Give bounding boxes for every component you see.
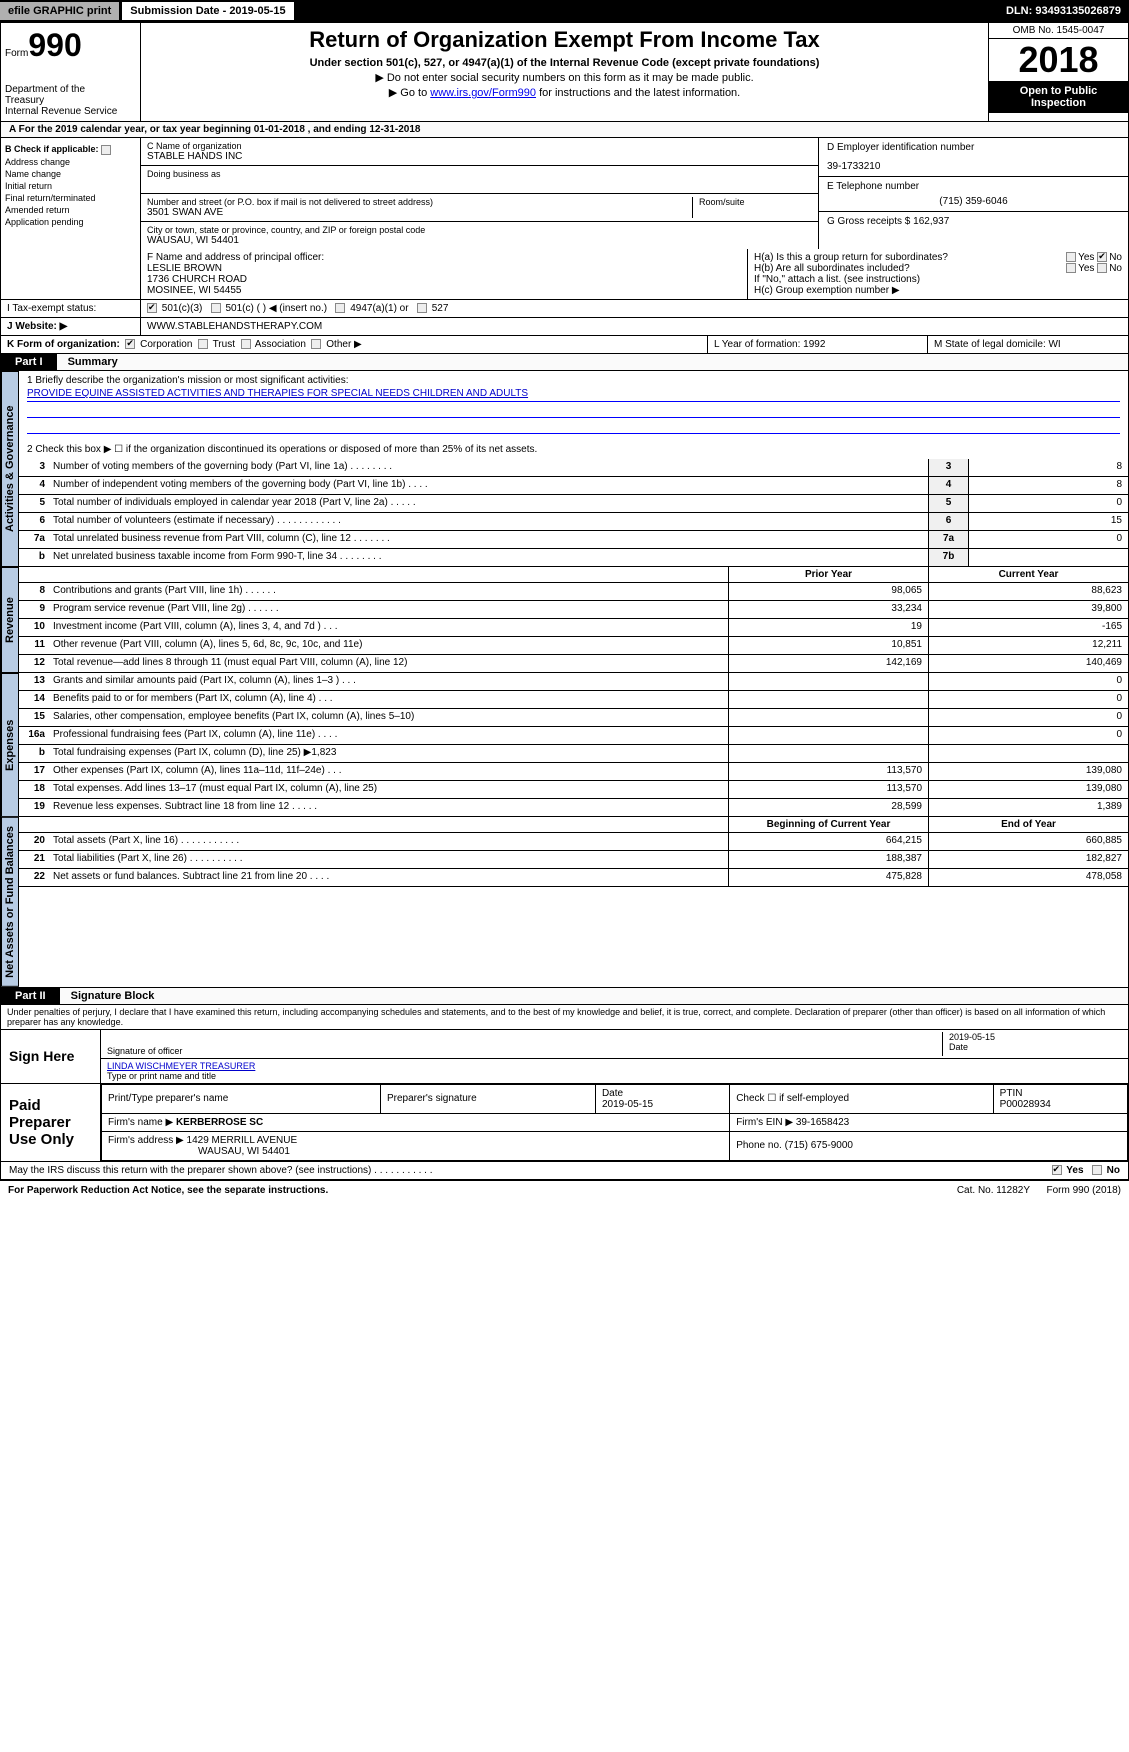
dln: DLN: 93493135026879	[998, 2, 1129, 20]
form-number: 990	[28, 27, 81, 63]
row-j-website: J Website: ▶ WWW.STABLEHANDSTHERAPY.COM	[0, 318, 1129, 336]
gross-receipts: G Gross receipts $ 162,937	[827, 216, 1120, 227]
form-prefix: Form	[5, 48, 28, 59]
mission-text: PROVIDE EQUINE ASSISTED ACTIVITIES AND T…	[27, 388, 528, 399]
form-header: Form990 Department of theTreasuryInterna…	[0, 22, 1129, 122]
row-klm: K Form of organization: Corporation Trus…	[0, 336, 1129, 354]
sign-here-section: Sign Here Signature of officer 2019-05-1…	[0, 1030, 1129, 1084]
checkbox[interactable]	[101, 145, 111, 155]
org-name: STABLE HANDS INC	[147, 151, 812, 162]
row-i-tax-status: I Tax-exempt status: 501(c)(3) 501(c) ( …	[0, 300, 1129, 318]
section-expenses: Expenses 13Grants and similar amounts pa…	[0, 673, 1129, 817]
department: Department of theTreasuryInternal Revenu…	[5, 84, 136, 117]
omb-number: OMB No. 1545-0047	[989, 23, 1128, 39]
instr-link: ▶ Go to www.irs.gov/Form990 for instruct…	[145, 86, 984, 99]
part-i-header: Part I Summary	[0, 354, 1129, 371]
firm-phone: (715) 675-9000	[785, 1140, 853, 1151]
street-address: 3501 SWAN AVE	[147, 207, 692, 218]
footer: For Paperwork Reduction Act Notice, see …	[0, 1180, 1129, 1200]
ptin-value: P00028934	[1000, 1099, 1121, 1110]
efile-tag: efile GRAPHIC print	[0, 2, 119, 20]
section-revenue: Revenue Prior Year Current Year 8Contrib…	[0, 567, 1129, 673]
section-activities-governance: Activities & Governance 1 Briefly descri…	[0, 371, 1129, 567]
ein: 39-1733210	[827, 161, 1120, 172]
col-b-checkboxes: B Check if applicable: Address change Na…	[1, 138, 141, 249]
phone: (715) 359-6046	[827, 196, 1120, 207]
part-ii-header: Part II Signature Block	[0, 988, 1129, 1005]
discuss-row: May the IRS discuss this return with the…	[0, 1162, 1129, 1180]
officer-name: LESLIE BROWN	[147, 263, 741, 274]
form-title: Return of Organization Exempt From Incom…	[145, 27, 984, 53]
top-bar: efile GRAPHIC print Submission Date - 20…	[0, 0, 1129, 22]
form990-link[interactable]: www.irs.gov/Form990	[430, 87, 536, 99]
firm-name: KERBERROSE SC	[176, 1117, 263, 1128]
firm-ein: 39-1658423	[796, 1117, 849, 1128]
officer-name-title: LINDA WISCHMEYER TREASURER	[107, 1061, 1122, 1071]
row-f-h: F Name and address of principal officer:…	[0, 249, 1129, 300]
website-value: WWW.STABLEHANDSTHERAPY.COM	[141, 318, 1128, 335]
city-state-zip: WAUSAU, WI 54401	[147, 235, 812, 246]
perjury-statement: Under penalties of perjury, I declare th…	[0, 1005, 1129, 1030]
section-net-assets: Net Assets or Fund Balances Beginning of…	[0, 817, 1129, 988]
tax-year: 2018	[989, 39, 1128, 81]
open-to-public: Open to Public Inspection	[989, 81, 1128, 113]
row-a-period: A For the 2019 calendar year, or tax yea…	[0, 122, 1129, 138]
paid-preparer-section: Paid Preparer Use Only Print/Type prepar…	[0, 1084, 1129, 1162]
form-subtitle: Under section 501(c), 527, or 4947(a)(1)…	[145, 57, 984, 69]
section-identity: B Check if applicable: Address change Na…	[0, 138, 1129, 249]
instr-ssn: ▶ Do not enter social security numbers o…	[145, 71, 984, 84]
submission-date: Submission Date - 2019-05-15	[121, 1, 294, 21]
